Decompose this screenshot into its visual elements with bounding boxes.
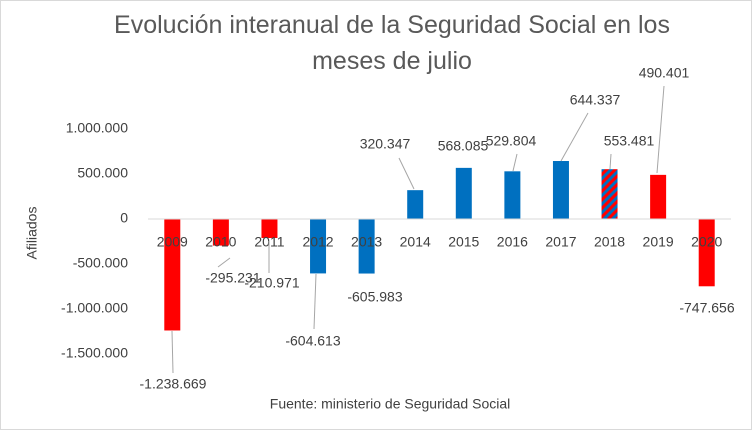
data-label: -747.656 <box>679 300 734 316</box>
y-axis-label: Afiliados <box>24 207 40 260</box>
leader-line <box>313 273 317 330</box>
x-tick-label: 2016 <box>497 234 528 250</box>
x-tick-label: 2018 <box>594 234 625 250</box>
y-tick-label: 1.000.000 <box>66 120 128 136</box>
leader-line <box>398 157 415 190</box>
x-tick-label: 2017 <box>545 234 576 250</box>
leader-line <box>656 85 665 174</box>
source: Fuente: ministerio de Seguridad Social <box>270 396 510 412</box>
bar <box>504 171 521 219</box>
x-tick-label: 2014 <box>400 234 431 250</box>
data-label: 553.481 <box>604 133 655 149</box>
x-tick-label: 2019 <box>643 234 674 250</box>
data-label: -605.983 <box>347 289 402 305</box>
bar <box>261 219 278 238</box>
x-tick-label: 2015 <box>448 234 479 250</box>
x-tick-label: 2012 <box>302 234 333 250</box>
data-label: 320.347 <box>360 136 411 152</box>
x-tick-label: 2010 <box>205 234 236 250</box>
y-tick-label: 0 <box>120 210 128 226</box>
leader-line <box>560 112 589 162</box>
leader-line <box>609 153 612 170</box>
y-tick-label: -500.000 <box>73 255 128 271</box>
bar <box>552 161 569 219</box>
data-label: 644.337 <box>570 92 621 108</box>
bar <box>164 219 181 331</box>
x-tick-label: 2011 <box>254 234 284 250</box>
bar <box>310 219 327 274</box>
leader-line <box>512 153 518 172</box>
leader-line <box>171 330 174 374</box>
y-tick-label: 500.000 <box>77 165 128 181</box>
x-tick-label: 2013 <box>351 234 382 250</box>
bar <box>407 190 424 219</box>
y-tick-label: -1.000.000 <box>61 300 128 316</box>
data-label: -295.231 <box>205 270 260 286</box>
data-label: -1.238.669 <box>140 376 207 392</box>
data-label: 490.401 <box>639 65 690 81</box>
data-label: 568.085 <box>438 138 489 154</box>
x-tick-label: 2020 <box>691 234 722 250</box>
bar <box>455 167 472 219</box>
bar <box>212 219 229 246</box>
bar <box>698 219 715 287</box>
leader-line <box>217 257 231 268</box>
data-label: -210.971 <box>244 275 299 291</box>
bar <box>358 219 375 274</box>
data-label: 529.804 <box>486 133 537 149</box>
data-label: -604.613 <box>285 333 340 349</box>
chart-title: Evolución interanual de la Seguridad Soc… <box>114 11 670 75</box>
bar <box>601 169 618 219</box>
x-tick-label: 2009 <box>157 234 188 250</box>
y-tick-label: -1.500.000 <box>61 345 128 361</box>
bar <box>650 174 667 219</box>
